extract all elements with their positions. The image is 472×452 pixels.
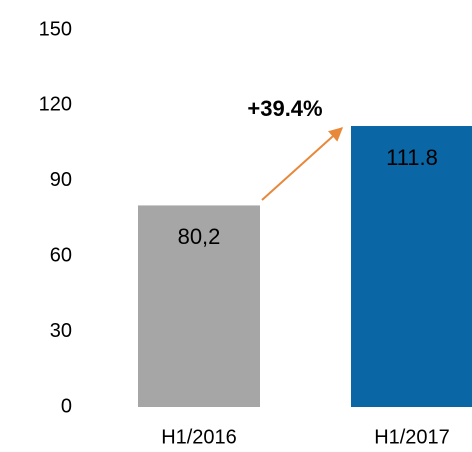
y-tick-label: 60 — [50, 244, 72, 266]
y-tick-label: 30 — [50, 320, 72, 342]
x-tick-label: H1/2016 — [161, 426, 237, 448]
bar — [351, 126, 472, 407]
growth-arrow — [261, 127, 344, 201]
x-tick-label: H1/2017 — [374, 426, 450, 448]
value-label: 80,2 — [178, 224, 221, 249]
bar — [138, 205, 260, 407]
value-label: 111.8 — [386, 145, 438, 170]
y-tick-label: 150 — [39, 18, 72, 40]
y-tick-label: 120 — [39, 94, 72, 116]
y-tick-label: 0 — [61, 395, 72, 417]
y-tick-label: 90 — [50, 169, 72, 191]
annotation: +39.4% — [247, 96, 322, 121]
